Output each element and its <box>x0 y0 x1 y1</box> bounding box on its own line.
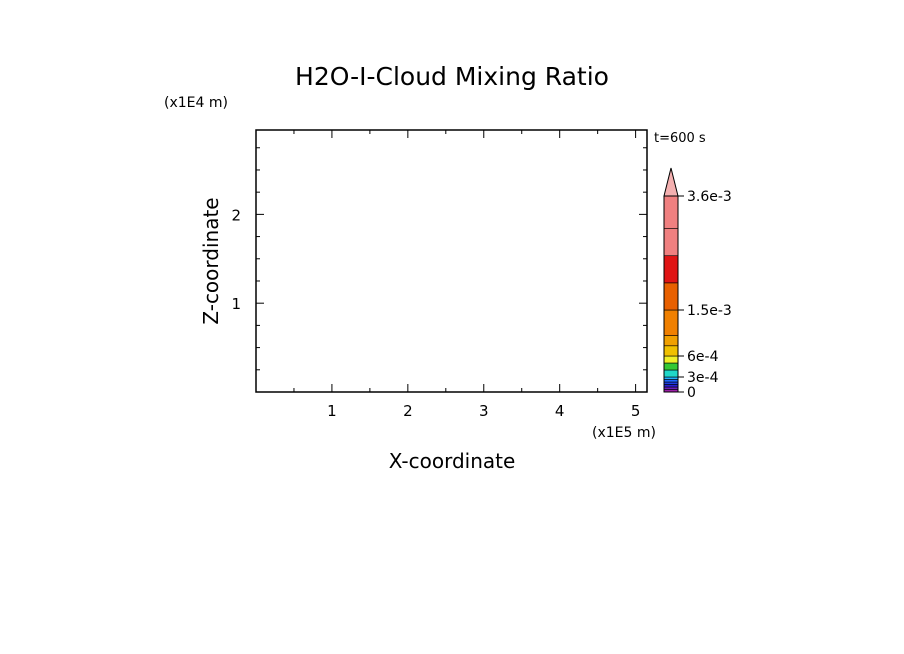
x-axis-label: X-coordinate <box>389 449 516 473</box>
colorbar-band <box>663 379 679 383</box>
colorbar-band <box>663 345 679 357</box>
x-axis-ticks: 1 2 3 4 5 <box>293 130 641 420</box>
colorbar-band <box>663 376 679 380</box>
colorbar-band <box>663 369 679 378</box>
y-multiplier-label: (x1E4 m) <box>164 95 228 111</box>
colorbar-tick-label: 3.6e-3 <box>687 189 732 205</box>
x-tick-label: 3 <box>479 402 489 420</box>
colorbar-tick-label: 3e-4 <box>687 370 719 386</box>
y-axis-label: Z-coordinate <box>199 197 223 324</box>
colorbar: 03e-4 6e-4 1.5e-3 3.6e-3 <box>663 167 732 401</box>
colorbar-band <box>663 384 679 388</box>
colorbar-band <box>663 381 679 385</box>
colorbar-extend-arrow <box>663 167 679 197</box>
colorbar-tick-label: 6e-4 <box>687 349 719 365</box>
x-tick-label: 1 <box>327 402 337 420</box>
x-tick-label: 2 <box>403 402 413 420</box>
plot-area <box>255 129 648 393</box>
x-tick-label: 5 <box>631 402 641 420</box>
colorbar-band <box>663 355 679 364</box>
time-label: t=600 s <box>654 131 706 146</box>
colorbar-band <box>663 255 679 284</box>
colorbar-band <box>663 362 679 371</box>
colorbar-tick-label: 1.5e-3 <box>687 303 732 319</box>
colorbar-frame <box>663 195 679 393</box>
chart-title: H2O-I-Cloud Mixing Ratio <box>295 62 609 91</box>
colorbar-band <box>663 309 679 336</box>
colorbar-band <box>663 195 679 229</box>
colorbar-band <box>663 228 679 257</box>
x-multiplier-label: (x1E5 m) <box>592 425 656 441</box>
colorbar-band <box>663 282 679 311</box>
colorbar-band <box>663 335 679 347</box>
y-tick-label: 2 <box>231 206 241 224</box>
y-tick-label: 1 <box>231 295 241 313</box>
colorbar-band <box>663 386 679 390</box>
x-tick-label: 4 <box>555 402 565 420</box>
y-axis-ticks: 12 <box>231 147 647 371</box>
colorbar-tick-label: 0 <box>687 385 696 401</box>
